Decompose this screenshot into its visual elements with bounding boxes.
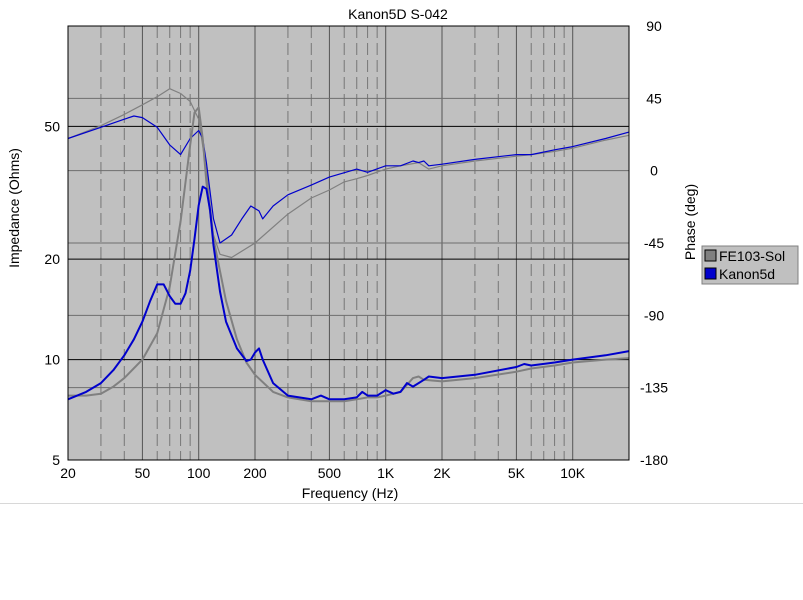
y-left-tick-label: 50 xyxy=(44,118,60,134)
legend-entry-label: Kanon5d xyxy=(719,266,775,282)
series-phase-kanon5d xyxy=(67,115,630,244)
y-left-axis-label: Impedance (Ohms) xyxy=(6,148,22,268)
x-axis-label: Frequency (Hz) xyxy=(302,485,398,501)
chart: Kanon5D S-042 20 50 100 200 500 1K 2K 5K 10K 510… xyxy=(6,6,799,501)
y-right-tick-label: 0 xyxy=(650,163,658,179)
y-right-tick-label: -135 xyxy=(640,380,668,396)
series-impedance-kanon5d xyxy=(67,185,630,401)
legend-swatch xyxy=(704,249,717,262)
y-right-tick-label: 45 xyxy=(646,90,662,106)
x-tick-label: 50 xyxy=(135,465,151,481)
x-tick-label: 200 xyxy=(243,465,267,481)
grid xyxy=(68,25,629,461)
legend-swatch xyxy=(704,267,717,280)
y-left-tick-label: 20 xyxy=(44,251,60,267)
y-left-tick-label: 10 xyxy=(44,352,60,368)
y-right-tick-label: 90 xyxy=(646,18,662,34)
chart-title: Kanon5D S-042 xyxy=(348,6,448,22)
y-left-axis-ticks: 5 10 20 50 xyxy=(44,118,60,468)
x-tick-label: 2K xyxy=(433,465,451,481)
y-right-axis-ticks: 90 45 0 -45 -90 -135 -180 xyxy=(640,18,668,468)
legend: FE103-Sol Kanon5d xyxy=(701,245,799,285)
plot-frame xyxy=(67,25,630,461)
legend-entry-label: FE103-Sol xyxy=(719,248,785,264)
x-tick-label: 100 xyxy=(187,465,211,481)
series-impedance-fe103-sol xyxy=(68,106,630,403)
x-tick-label: 5K xyxy=(508,465,526,481)
y-left-tick-label: 5 xyxy=(52,452,60,468)
x-tick-label: 10K xyxy=(560,465,586,481)
y-right-tick-label: -45 xyxy=(644,235,664,251)
series-layer xyxy=(67,88,630,403)
x-tick-label: 1K xyxy=(377,465,395,481)
y-right-axis-label: Phase (deg) xyxy=(682,184,698,260)
y-right-tick-label: -90 xyxy=(644,307,664,323)
x-axis-ticks: 20 50 100 200 500 1K 2K 5K 10K xyxy=(60,465,586,481)
bottom-divider xyxy=(0,503,803,504)
y-right-tick-label: -180 xyxy=(640,452,668,468)
series-phase-fe103-sol xyxy=(67,88,630,259)
x-tick-label: 500 xyxy=(318,465,342,481)
x-tick-label: 20 xyxy=(60,465,76,481)
legend-box xyxy=(701,245,799,285)
